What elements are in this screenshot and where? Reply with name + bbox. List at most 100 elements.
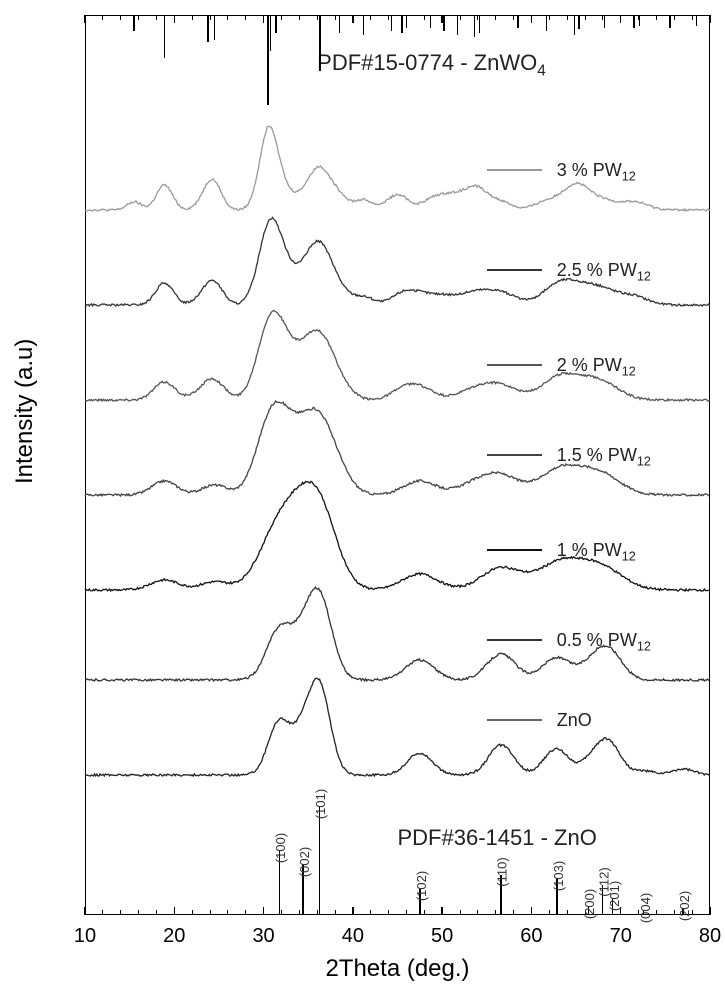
ref-top-tick — [401, 15, 403, 33]
x-minor-tick — [102, 910, 103, 915]
legend-line — [487, 454, 542, 456]
ref-top-tick — [406, 15, 408, 28]
x-minor-tick — [513, 910, 514, 915]
legend-line — [487, 269, 542, 271]
ref-top-tick — [267, 15, 269, 105]
miller-index: (102) — [414, 871, 429, 901]
x-minor-tick — [388, 910, 389, 915]
x-minor-tick-top — [656, 15, 657, 20]
x-tick-label: 10 — [74, 925, 96, 948]
x-minor-tick-top — [692, 15, 693, 20]
legend-line — [487, 639, 542, 641]
x-tick-label: 70 — [610, 925, 632, 948]
miller-index: (110) — [495, 857, 510, 886]
x-minor-tick-top — [549, 15, 550, 20]
x-minor-tick — [567, 910, 568, 915]
x-minor-tick — [210, 910, 211, 915]
series-label: 2 % PW12 — [557, 355, 636, 379]
ref-top-tick — [479, 15, 481, 33]
miller-index: (201) — [607, 881, 622, 911]
x-minor-tick-top — [317, 15, 318, 20]
ref-top-tick — [696, 15, 698, 26]
x-minor-tick-top — [585, 15, 586, 20]
ref-top-tick — [633, 15, 635, 28]
x-minor-tick — [674, 910, 675, 915]
x-tick — [531, 907, 533, 915]
xrd-chart: Intensity (a.u) 2Theta (deg.) PDF#15-077… — [0, 0, 725, 1000]
ref-top-tick — [270, 15, 272, 51]
ref-top-tick — [546, 15, 548, 31]
x-minor-tick — [138, 910, 139, 915]
x-minor-tick-top — [120, 15, 121, 20]
miller-index: (004) — [638, 893, 653, 923]
x-tick — [709, 907, 711, 915]
x-minor-tick-top — [281, 15, 282, 20]
series-label: 1.5 % PW12 — [557, 445, 651, 469]
ref-top-tick — [363, 15, 365, 35]
x-minor-tick — [406, 910, 407, 915]
x-minor-tick-top — [567, 15, 568, 20]
series-label: 2.5 % PW12 — [557, 260, 651, 284]
miller-index: (202) — [677, 891, 692, 921]
x-minor-tick — [424, 910, 425, 915]
ref-top-tick — [574, 15, 576, 35]
x-minor-tick — [317, 910, 318, 915]
ref-top-tick — [443, 15, 445, 31]
x-minor-tick-top — [227, 15, 228, 20]
ref-top-tick — [578, 15, 580, 29]
ref-top-tick — [517, 15, 519, 28]
series-label: ZnO — [557, 710, 592, 731]
ref-top-tick — [474, 15, 476, 37]
x-minor-tick — [192, 910, 193, 915]
x-tick-top — [352, 15, 354, 23]
x-minor-tick — [549, 910, 550, 915]
x-tick-top — [174, 15, 176, 23]
x-tick-label: 40 — [342, 925, 364, 948]
pattern-svg — [0, 0, 725, 1000]
x-tick — [174, 907, 176, 915]
x-minor-tick-top — [102, 15, 103, 20]
legend-line — [487, 169, 542, 171]
x-minor-tick — [299, 910, 300, 915]
series-label: 1 % PW12 — [557, 540, 636, 564]
x-tick-top — [84, 15, 86, 23]
x-tick — [352, 907, 354, 915]
x-minor-tick-top — [245, 15, 246, 20]
x-tick-label: 50 — [431, 925, 453, 948]
miller-index: (101) — [314, 789, 329, 819]
x-minor-tick — [281, 910, 282, 915]
miller-index: (200) — [583, 889, 598, 919]
x-minor-tick — [227, 910, 228, 915]
series-label: 3 % PW12 — [557, 160, 636, 184]
ref-top-tick — [214, 15, 216, 40]
legend-line — [487, 364, 542, 366]
legend-line — [487, 719, 542, 721]
x-minor-tick-top — [210, 15, 211, 20]
x-minor-tick — [460, 910, 461, 915]
ref-top-tick — [391, 15, 393, 31]
miller-index: (100) — [274, 833, 289, 863]
x-tick-top — [709, 15, 711, 23]
x-minor-tick-top — [370, 15, 371, 20]
x-tick-label: 20 — [163, 925, 185, 948]
xrd-pattern-1pct — [85, 481, 710, 591]
ref-top-tick — [133, 15, 135, 31]
miller-index: (002) — [297, 847, 312, 877]
x-minor-tick — [370, 910, 371, 915]
x-minor-tick — [656, 910, 657, 915]
x-minor-tick-top — [299, 15, 300, 20]
ref-top-tick — [430, 15, 432, 28]
x-tick-label: 80 — [699, 925, 721, 948]
ref-top-tick — [339, 15, 341, 33]
x-minor-tick-top — [460, 15, 461, 20]
x-minor-tick-top — [424, 15, 425, 20]
x-minor-tick — [335, 910, 336, 915]
x-minor-tick-top — [495, 15, 496, 20]
legend-line — [487, 549, 542, 551]
ref-bottom-tick — [319, 807, 321, 915]
x-minor-tick-top — [674, 15, 675, 20]
x-minor-tick-top — [138, 15, 139, 20]
ref-top-tick — [319, 15, 321, 71]
ref-top-tick — [164, 15, 166, 58]
x-minor-tick — [120, 910, 121, 915]
